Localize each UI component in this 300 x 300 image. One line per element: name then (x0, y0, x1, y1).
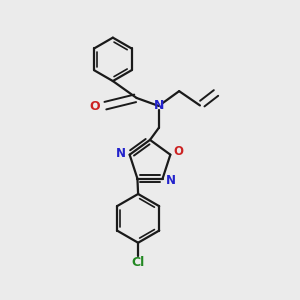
Text: N: N (166, 174, 176, 187)
Text: O: O (174, 145, 184, 158)
Text: O: O (90, 100, 100, 112)
Text: N: N (154, 99, 164, 112)
Text: Cl: Cl (131, 256, 145, 269)
Text: N: N (116, 147, 126, 160)
